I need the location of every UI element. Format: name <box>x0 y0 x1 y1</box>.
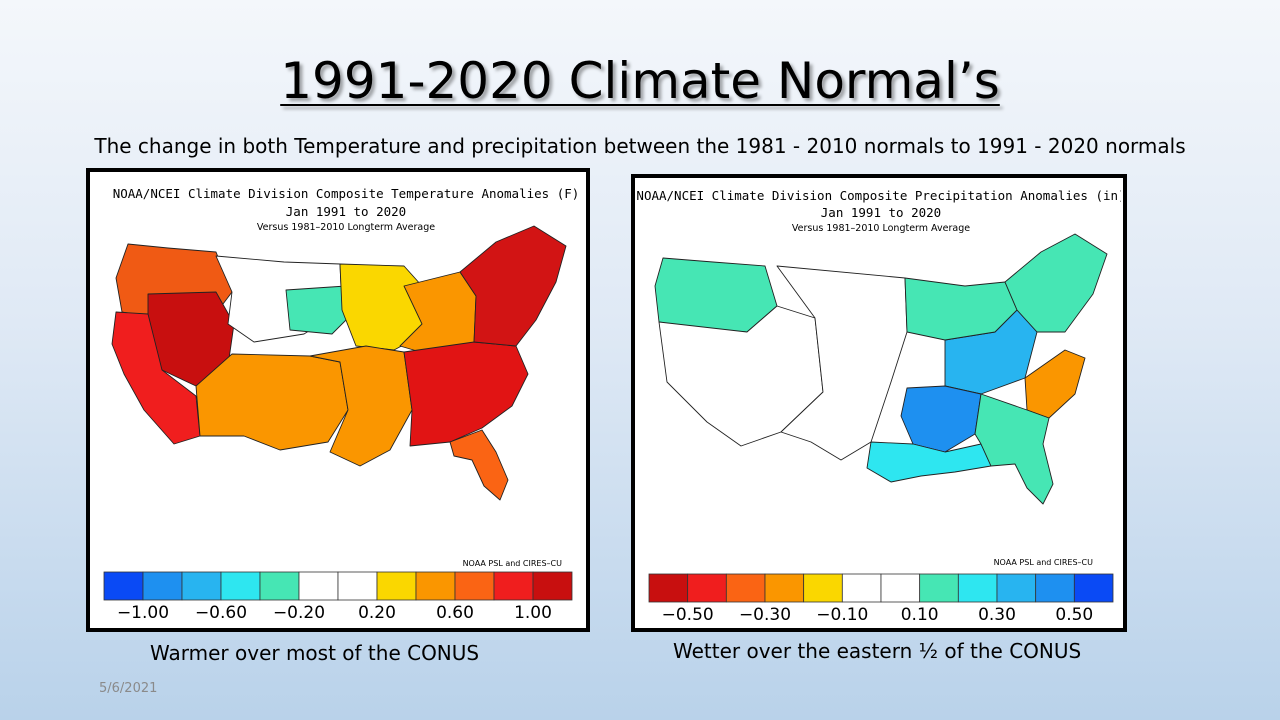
colorbar-swatch <box>1036 574 1075 602</box>
region-carolinas <box>1025 350 1085 418</box>
colorbar-label: −0.60 <box>195 603 247 623</box>
temperature-map-panel: NOAA/NCEI Climate Division Composite Tem… <box>86 168 590 632</box>
colorbar-swatch <box>881 574 920 602</box>
region-northeast <box>460 226 566 346</box>
temperature-map-period: Jan 1991 to 2020 <box>286 204 406 219</box>
colorbar-swatch <box>455 572 494 600</box>
colorbar-swatch <box>377 572 416 600</box>
temperature-map-regions <box>112 226 566 500</box>
precipitation-map-baseline: Versus 1981–2010 Longterm Average <box>792 223 970 234</box>
colorbar-swatch <box>804 574 843 602</box>
colorbar-label: −0.20 <box>273 603 325 623</box>
temperature-colorbar: −1.00 −0.60 −0.20 0.20 0.60 1.00 <box>104 572 572 623</box>
colorbar-swatch <box>104 572 143 600</box>
temperature-map-title: NOAA/NCEI Climate Division Composite Tem… <box>113 186 580 201</box>
colorbar-swatch <box>416 572 455 600</box>
region-dakotas <box>286 286 350 334</box>
colorbar-swatch <box>920 574 959 602</box>
region-pacific-northwest <box>655 258 777 332</box>
precipitation-map-credit: NOAA PSL and CIRES–CU <box>994 558 1094 567</box>
colorbar-label: 0.20 <box>358 603 396 623</box>
colorbar-label: 1.00 <box>514 603 552 623</box>
precipitation-map-regions <box>655 234 1107 504</box>
colorbar-swatch <box>182 572 221 600</box>
colorbar-label: −1.00 <box>117 603 169 623</box>
colorbar-label: 0.30 <box>978 605 1016 625</box>
colorbar-swatch <box>1074 574 1113 602</box>
temperature-map-baseline: Versus 1981–2010 Longterm Average <box>257 222 435 233</box>
precipitation-caption: Wetter over the eastern ½ of the CONUS <box>673 639 1081 663</box>
colorbar-label: 0.10 <box>901 605 939 625</box>
colorbar-label: −0.10 <box>816 605 868 625</box>
colorbar-label: −0.50 <box>662 605 714 625</box>
colorbar-swatch <box>842 574 881 602</box>
precipitation-map: NOAA/NCEI Climate Division Composite Pre… <box>637 180 1121 626</box>
slide-title: 1991-2020 Climate Normal’s <box>0 52 1280 110</box>
region-florida <box>450 430 508 500</box>
temperature-caption: Warmer over most of the CONUS <box>150 641 479 665</box>
precipitation-colorbar: −0.50 −0.30 −0.10 0.10 0.30 0.50 <box>649 574 1113 625</box>
colorbar-label: −0.30 <box>739 605 791 625</box>
precipitation-map-panel: NOAA/NCEI Climate Division Composite Pre… <box>631 174 1127 632</box>
colorbar-swatch <box>533 572 572 600</box>
colorbar-swatch <box>958 574 997 602</box>
precipitation-map-title: NOAA/NCEI Climate Division Composite Pre… <box>637 188 1121 203</box>
slide-date: 5/6/2021 <box>99 681 157 696</box>
colorbar-swatch <box>688 574 727 602</box>
colorbar-swatch <box>649 574 688 602</box>
colorbar-swatch <box>299 572 338 600</box>
colorbar-swatch <box>221 572 260 600</box>
slide-subtitle: The change in both Temperature and preci… <box>0 134 1268 158</box>
region-southeast <box>404 342 528 446</box>
colorbar-label: 0.60 <box>436 603 474 623</box>
region-lower-mississippi <box>901 386 981 452</box>
colorbar-label: 0.50 <box>1055 605 1093 625</box>
region-southwest <box>196 354 348 450</box>
colorbar-swatch <box>260 572 299 600</box>
precipitation-map-period: Jan 1991 to 2020 <box>821 205 941 220</box>
temperature-map-credit: NOAA PSL and CIRES–CU <box>463 559 563 568</box>
region-gulf-coast <box>867 442 991 482</box>
colorbar-swatch <box>494 572 533 600</box>
colorbar-swatch <box>765 574 804 602</box>
colorbar-swatch <box>997 574 1036 602</box>
temperature-map: NOAA/NCEI Climate Division Composite Tem… <box>92 174 584 626</box>
colorbar-swatch <box>338 572 377 600</box>
colorbar-swatch <box>143 572 182 600</box>
colorbar-swatch <box>726 574 765 602</box>
